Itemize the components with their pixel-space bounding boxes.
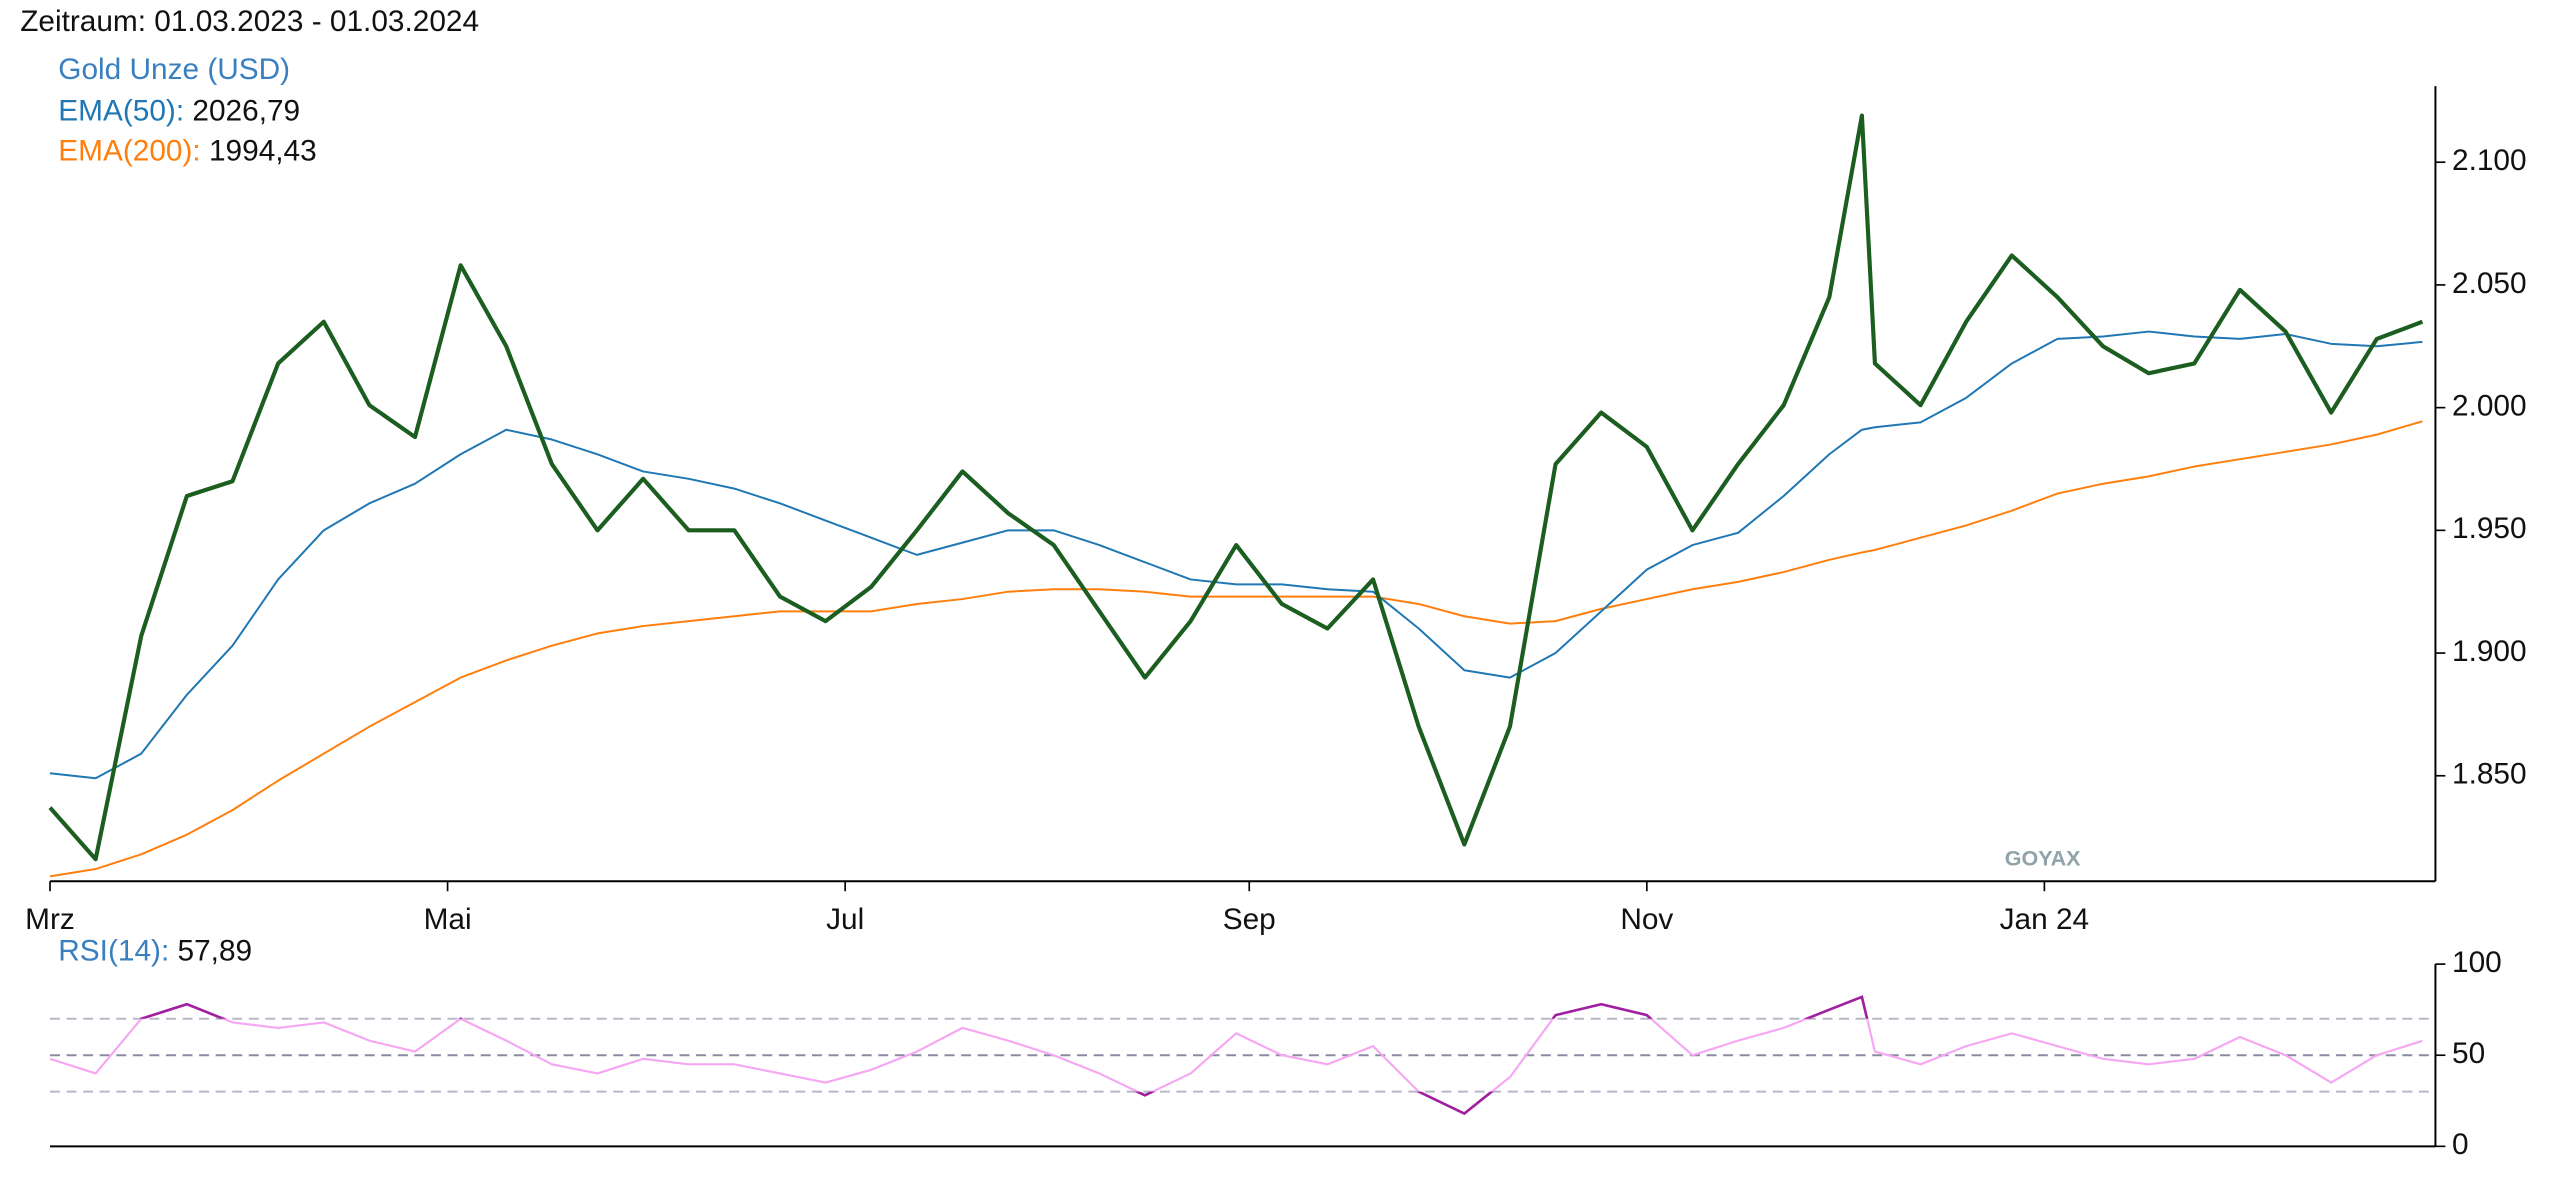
series-line bbox=[49, 995, 2423, 1115]
y-tick-label: 2.000 bbox=[2452, 390, 2527, 423]
series-line bbox=[49, 420, 2423, 878]
legend-name: RSI(14): bbox=[58, 934, 169, 967]
y-tick-label: 0 bbox=[2452, 1128, 2469, 1161]
x-tick-label: Sep bbox=[1223, 903, 1276, 936]
series-line bbox=[49, 330, 2423, 780]
x-tick-label: Jan 24 bbox=[2000, 903, 2089, 936]
legend-entry: EMA(200): 1994,43 bbox=[58, 134, 316, 167]
legend-name: EMA(50): bbox=[58, 95, 184, 128]
y-tick-label: 1.900 bbox=[2452, 635, 2527, 668]
x-tick-label: Mai bbox=[424, 903, 472, 936]
y-tick-label: 100 bbox=[2452, 946, 2502, 979]
y-tick-label: 50 bbox=[2452, 1037, 2485, 1070]
legend-name: Gold Unze (USD) bbox=[58, 53, 290, 86]
y-tick-label: 2.100 bbox=[2452, 144, 2527, 177]
watermark: GOYAX bbox=[2005, 846, 2081, 870]
legend-value: 57,89 bbox=[178, 934, 253, 967]
x-tick-label: Jul bbox=[826, 903, 864, 936]
y-tick-label: 1.950 bbox=[2452, 512, 2527, 545]
legend-entry: EMA(50): 2026,79 bbox=[58, 95, 300, 128]
series-line bbox=[48, 113, 2424, 862]
legend-value: 2026,79 bbox=[192, 95, 300, 128]
y-tick-label: 1.850 bbox=[2452, 758, 2527, 791]
y-tick-label: 2.050 bbox=[2452, 267, 2527, 300]
x-tick-label: Nov bbox=[1620, 903, 1673, 936]
legend-value: 1994,43 bbox=[209, 134, 317, 167]
chart-title: Zeitraum: 01.03.2023 - 01.03.2024 bbox=[20, 5, 479, 38]
legend-entry: RSI(14): 57,89 bbox=[58, 934, 252, 967]
legend-name: EMA(200): bbox=[58, 134, 200, 167]
legend-entry: Gold Unze (USD) bbox=[58, 53, 290, 86]
x-tick-label: Mrz bbox=[25, 903, 75, 936]
